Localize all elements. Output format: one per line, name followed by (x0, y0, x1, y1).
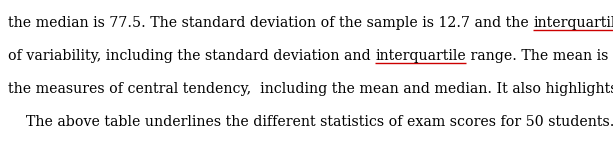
Text: the measures of central tendency,  including the mean and median. It also highli: the measures of central tendency, includ… (8, 82, 613, 96)
Text: interquartile: interquartile (533, 16, 613, 30)
Text: The above table underlines the different statistics of exam scores for 50 studen: The above table underlines the different… (8, 115, 613, 129)
Text: range. The mean is 75.98 while: range. The mean is 75.98 while (466, 49, 613, 63)
Text: interquartile: interquartile (375, 49, 466, 63)
Text: the median is 77.5. The standard deviation of the sample is 12.7 and the: the median is 77.5. The standard deviati… (8, 16, 533, 30)
Text: of variability, including the standard deviation and: of variability, including the standard d… (8, 49, 375, 63)
